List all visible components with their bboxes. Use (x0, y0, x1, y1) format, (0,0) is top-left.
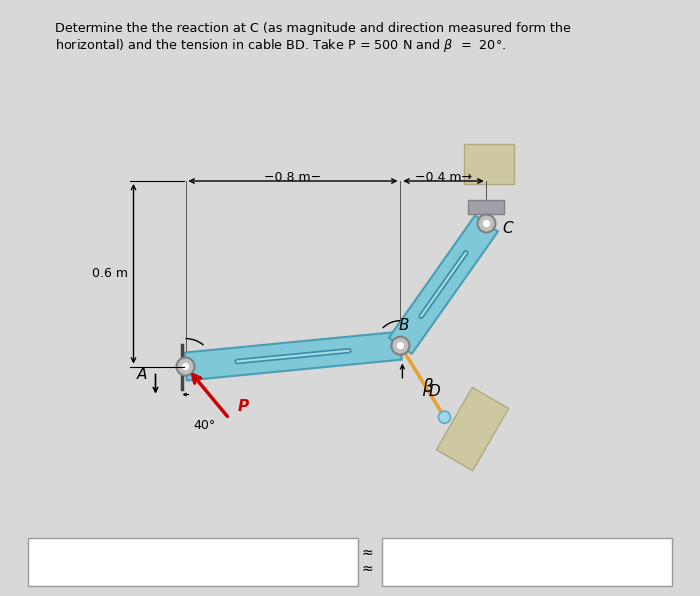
FancyBboxPatch shape (382, 538, 672, 586)
Text: 40°: 40° (193, 418, 216, 432)
Circle shape (397, 342, 404, 349)
FancyBboxPatch shape (28, 538, 358, 586)
Text: −0.4 m→: −0.4 m→ (415, 171, 472, 184)
Text: A: A (137, 367, 148, 382)
Circle shape (176, 358, 195, 375)
Circle shape (391, 337, 409, 355)
Text: $\approx$: $\approx$ (358, 561, 373, 575)
Text: 0.6 m: 0.6 m (92, 267, 129, 280)
Text: $\approx$: $\approx$ (358, 545, 373, 559)
Polygon shape (389, 215, 498, 354)
Text: C: C (503, 221, 513, 236)
Text: $\beta$: $\beta$ (422, 375, 435, 398)
Text: B: B (398, 318, 409, 333)
Circle shape (438, 411, 451, 423)
Polygon shape (436, 387, 509, 471)
Polygon shape (184, 332, 402, 380)
Polygon shape (463, 144, 514, 184)
Text: D: D (428, 384, 440, 399)
Polygon shape (468, 200, 505, 213)
Circle shape (483, 220, 490, 227)
Text: P: P (237, 399, 248, 414)
Circle shape (182, 363, 189, 370)
Text: Determine the the reaction at C (as magnitude and direction measured form the
ho: Determine the the reaction at C (as magn… (55, 22, 571, 54)
Text: −0.8 m−: −0.8 m− (265, 171, 321, 184)
Circle shape (477, 215, 496, 232)
